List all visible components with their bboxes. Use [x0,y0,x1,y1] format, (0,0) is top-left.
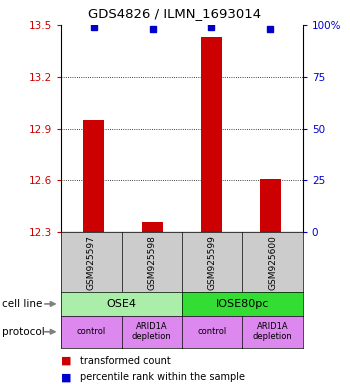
Text: GSM925597: GSM925597 [87,235,96,290]
Text: GSM925599: GSM925599 [208,235,217,290]
Text: IOSE80pc: IOSE80pc [216,299,269,309]
Text: control: control [77,327,106,336]
Text: GDS4826 / ILMN_1693014: GDS4826 / ILMN_1693014 [89,7,261,20]
Text: percentile rank within the sample: percentile rank within the sample [80,372,245,382]
Text: ARID1A
depletion: ARID1A depletion [253,322,293,341]
Bar [201,37,222,232]
Text: control: control [197,327,227,336]
Bar [260,179,281,232]
Text: ARID1A
depletion: ARID1A depletion [132,322,172,341]
Text: OSE4: OSE4 [107,299,136,309]
Text: GSM925600: GSM925600 [268,235,277,290]
Text: protocol: protocol [2,327,44,337]
Text: GSM925598: GSM925598 [147,235,156,290]
Text: ■: ■ [61,356,72,366]
Bar [142,222,163,232]
Text: ■: ■ [61,372,72,382]
Text: cell line: cell line [2,299,42,309]
Text: transformed count: transformed count [80,356,171,366]
Bar [83,120,104,232]
